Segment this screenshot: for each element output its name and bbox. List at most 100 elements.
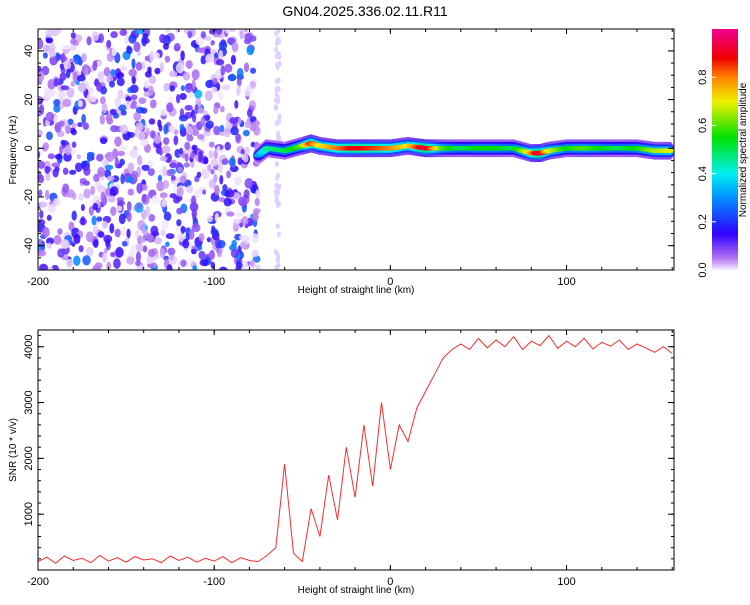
noise-blob <box>235 133 241 142</box>
snr-panel: -200 -100 0 100 1000 2000 3000 4000 Height of s… <box>8 329 675 596</box>
noise-blob <box>159 247 166 259</box>
noise-blob <box>116 72 125 79</box>
noise-blob <box>83 180 90 186</box>
noise-blob <box>114 157 119 168</box>
noise-blob <box>194 89 203 99</box>
noise-blob <box>178 114 188 122</box>
noise-blob <box>126 228 131 239</box>
noise-blob <box>45 111 55 122</box>
noise-blob <box>194 104 199 115</box>
noise-blob <box>69 169 77 175</box>
noise-blob <box>175 29 180 33</box>
colorbar-label: Normalized spectral amplitude <box>738 82 749 217</box>
noise-blob <box>168 124 176 133</box>
noise-blob <box>116 77 125 87</box>
noise-blob <box>175 62 185 74</box>
noise-blob <box>140 138 149 147</box>
noise-blob <box>141 164 150 171</box>
noise-blob <box>57 228 63 235</box>
noise-blob <box>38 201 48 208</box>
noise-blob <box>236 261 243 270</box>
bottom-x-axis-label: Height of straight line (km) <box>298 585 415 596</box>
noise-blob <box>72 106 78 115</box>
y-tick-label: 4000 <box>23 335 35 359</box>
noise-blob <box>220 65 226 76</box>
noise-blob <box>59 145 64 155</box>
noise-blob <box>252 120 261 127</box>
noise-blob <box>274 40 279 47</box>
noise-blob <box>38 70 45 82</box>
noise-blob <box>238 234 248 241</box>
noise-blob <box>161 145 171 154</box>
noise-blob <box>226 189 235 198</box>
noise-blob <box>251 233 260 244</box>
noise-blob <box>104 164 114 170</box>
noise-blob <box>128 68 138 77</box>
noise-blob <box>244 120 251 129</box>
noise-blob <box>77 82 87 93</box>
noise-blob <box>275 64 280 71</box>
noise-blob <box>276 172 281 179</box>
noise-blob <box>144 55 150 62</box>
noise-blob <box>120 226 127 237</box>
noise-blob <box>198 250 206 260</box>
y-tick-label: 0 <box>23 145 35 151</box>
noise-blob <box>71 210 77 221</box>
noise-blob <box>60 85 70 91</box>
noise-blob <box>124 35 130 45</box>
noise-blob <box>275 86 280 93</box>
noise-blob <box>44 165 51 174</box>
noise-blob <box>48 47 56 58</box>
noise-blob <box>133 111 142 121</box>
noise-blob <box>80 216 86 226</box>
noise-blob <box>130 243 137 253</box>
noise-blob <box>212 77 218 86</box>
noise-blob <box>97 166 106 178</box>
noise-blob <box>275 223 280 230</box>
noise-blob <box>169 85 175 92</box>
noise-blob <box>173 135 179 146</box>
noise-blob <box>210 228 219 236</box>
noise-blob <box>135 61 143 71</box>
noise-blob <box>236 85 241 97</box>
noise-blob <box>62 183 70 194</box>
noise-blob <box>73 233 81 245</box>
noise-blob <box>221 158 229 165</box>
noise-blob <box>103 234 113 244</box>
noise-blob <box>213 174 218 183</box>
noise-blob <box>179 123 185 131</box>
noise-blob <box>46 214 52 221</box>
noise-blob <box>70 38 77 45</box>
noise-blob <box>96 81 102 92</box>
noise-blob <box>46 242 53 249</box>
noise-blob <box>169 70 178 78</box>
noise-blob <box>116 205 123 212</box>
noise-blob <box>200 55 207 65</box>
noise-blob <box>161 199 167 208</box>
noise-blob <box>66 87 75 98</box>
noise-blob <box>63 60 72 70</box>
noise-blob <box>237 117 242 124</box>
noise-blob <box>276 50 281 57</box>
noise-blob <box>196 47 206 53</box>
noise-blob <box>228 29 237 32</box>
y-tick-label: 40 <box>23 45 35 57</box>
noise-blob <box>114 136 122 147</box>
noise-blob <box>275 256 280 263</box>
noise-blob <box>109 80 115 88</box>
noise-blob <box>276 118 281 125</box>
noise-blob <box>219 266 228 270</box>
noise-blob <box>191 144 198 150</box>
noise-blob <box>56 29 62 34</box>
noise-blob <box>246 45 254 56</box>
noise-blob <box>120 173 125 185</box>
noise-blob <box>53 104 61 113</box>
noise-blob <box>38 189 43 197</box>
ridge-mark <box>664 148 674 154</box>
noise-blob <box>184 104 193 111</box>
noise-blob <box>202 189 207 195</box>
noise-blob <box>163 123 169 135</box>
noise-blob <box>251 249 259 258</box>
noise-blob <box>214 185 220 196</box>
noise-blob <box>204 35 212 42</box>
